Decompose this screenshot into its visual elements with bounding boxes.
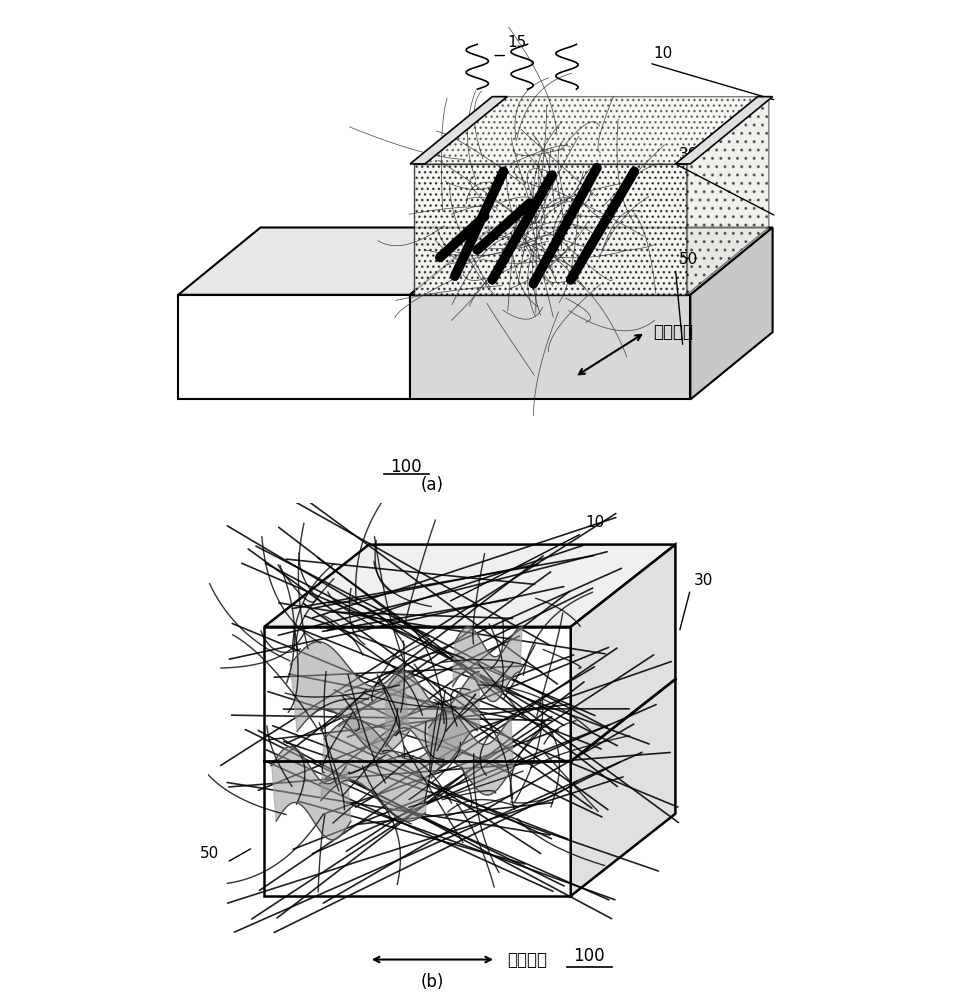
Text: 10: 10 <box>585 515 605 530</box>
Text: 30: 30 <box>679 147 699 162</box>
Polygon shape <box>429 711 514 795</box>
Text: (b): (b) <box>421 973 445 991</box>
Polygon shape <box>452 627 522 702</box>
Polygon shape <box>675 97 773 164</box>
Polygon shape <box>691 227 773 399</box>
Polygon shape <box>687 97 769 295</box>
Text: 30: 30 <box>694 573 713 588</box>
Text: 10: 10 <box>653 46 672 61</box>
Polygon shape <box>386 672 479 765</box>
Polygon shape <box>410 295 691 399</box>
Polygon shape <box>413 97 769 164</box>
Polygon shape <box>410 97 507 164</box>
Polygon shape <box>410 227 773 295</box>
Polygon shape <box>264 545 675 627</box>
Polygon shape <box>264 627 571 896</box>
Text: (a): (a) <box>421 476 444 494</box>
Polygon shape <box>178 227 492 295</box>
Text: 50: 50 <box>200 846 220 861</box>
Polygon shape <box>290 642 409 754</box>
Text: 100: 100 <box>573 947 605 965</box>
Polygon shape <box>178 295 410 399</box>
Polygon shape <box>571 545 675 896</box>
Text: 第一方向: 第一方向 <box>507 951 547 969</box>
Polygon shape <box>272 746 351 840</box>
Text: 15: 15 <box>507 35 527 50</box>
Text: 100: 100 <box>391 458 422 476</box>
Text: 50: 50 <box>679 252 699 267</box>
Text: 第一方向: 第一方向 <box>653 323 693 341</box>
Polygon shape <box>320 718 429 821</box>
Polygon shape <box>413 164 687 295</box>
